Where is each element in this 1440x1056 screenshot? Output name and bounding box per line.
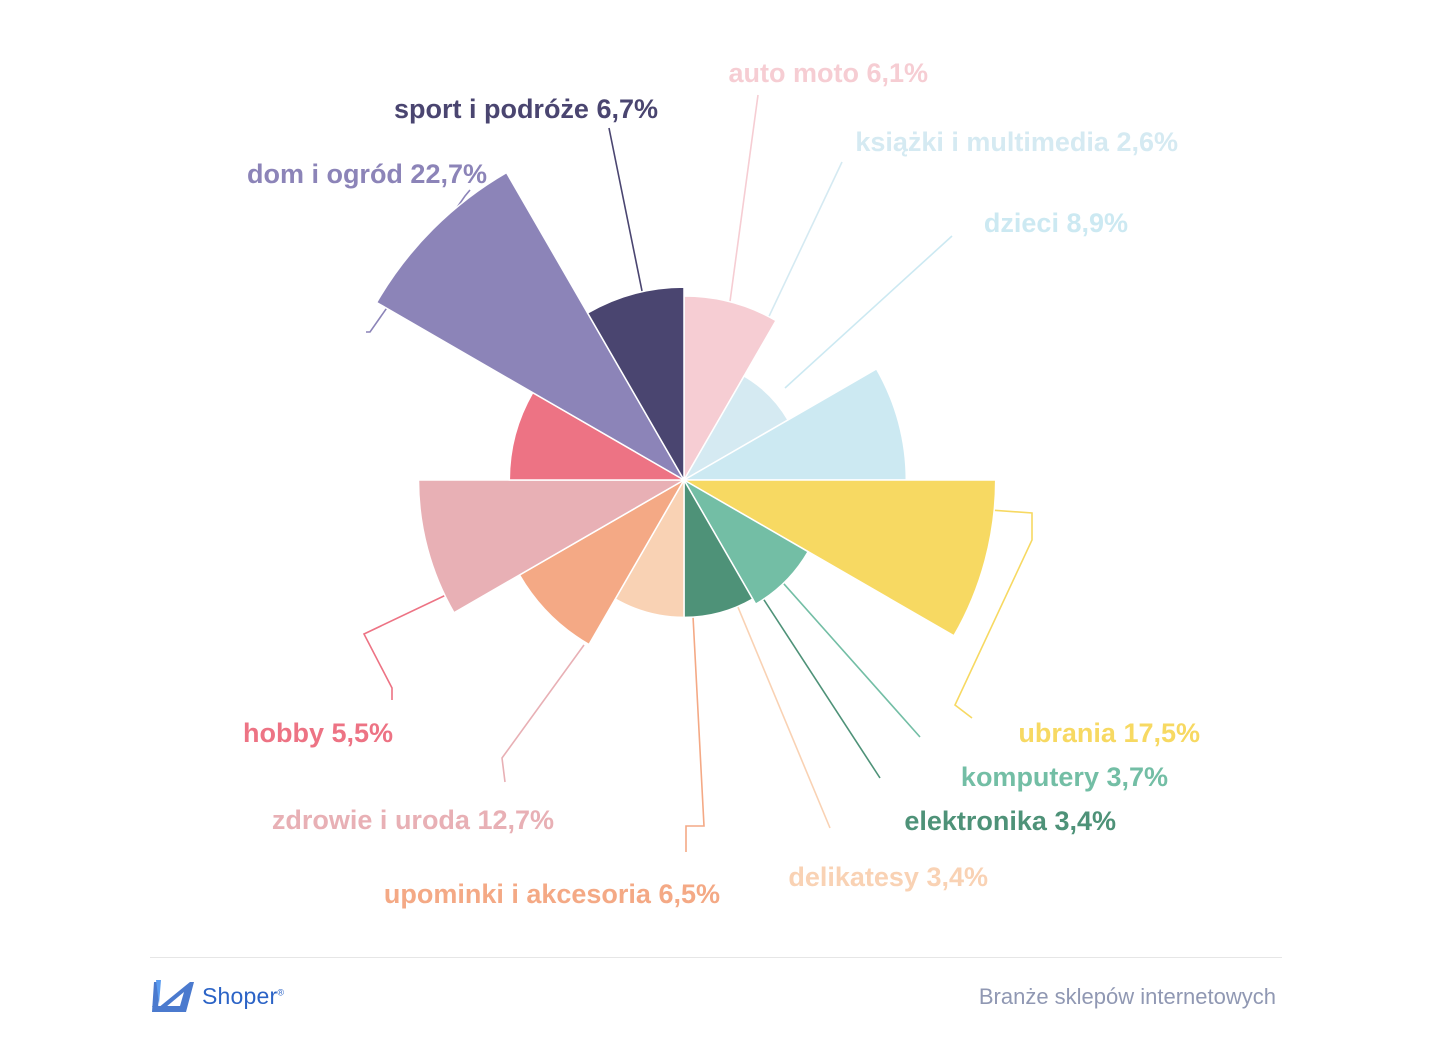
- leader-line-3: [784, 235, 953, 389]
- slice-label-11: dom i ogród 22,7%: [247, 159, 487, 189]
- wedge-1: [683, 295, 778, 483]
- footer-divider: [150, 957, 1282, 958]
- wedge-12: [586, 286, 685, 483]
- slice-label-3: dzieci 8,9%: [984, 208, 1128, 238]
- shoper-logo: Shoper®: [150, 976, 284, 1016]
- leader-line-8: [685, 577, 705, 852]
- slice-label-8: upominki i akcesoria 6,5%: [384, 879, 720, 909]
- slice-label-2: książki i multimedia 2,6%: [855, 127, 1178, 157]
- wedge-9: [417, 479, 687, 614]
- slice-label-7: delikatesy 3,4%: [788, 862, 988, 892]
- slice-label-5: komputery 3,7%: [961, 762, 1168, 792]
- leader-line-9: [501, 644, 585, 783]
- wedge-4: [681, 479, 997, 637]
- slice-label-4: ubrania 17,5%: [1018, 718, 1200, 748]
- chart-caption: Branże sklepów internetowych: [978, 984, 1276, 1009]
- wedge-8: [518, 477, 687, 646]
- slice-label-6: elektronika 3,4%: [904, 806, 1116, 836]
- slice-label-12: sport i podróże 6,7%: [394, 94, 658, 124]
- brand-name: Shoper®: [202, 982, 285, 1009]
- slice-label-1: auto moto 6,1%: [728, 58, 928, 88]
- leader-lines: [362, 94, 1033, 852]
- wedge-5: [681, 477, 810, 606]
- shoper-logo-icon: [152, 980, 194, 1012]
- slice-label-9: zdrowie i uroda 12,7%: [272, 805, 554, 835]
- wedge-10: [508, 391, 687, 481]
- slice-label-10: hobby 5,5%: [243, 718, 393, 748]
- leader-line-4: [947, 506, 1033, 719]
- polar-area-chart: auto moto 6,1% książki i multimedia 2,6% d…: [243, 58, 1200, 909]
- wedge-3: [681, 367, 908, 481]
- wedge-11: [375, 171, 687, 483]
- chart-wedges: [375, 171, 997, 646]
- chart-labels: auto moto 6,1% książki i multimedia 2,6% d…: [243, 58, 1200, 909]
